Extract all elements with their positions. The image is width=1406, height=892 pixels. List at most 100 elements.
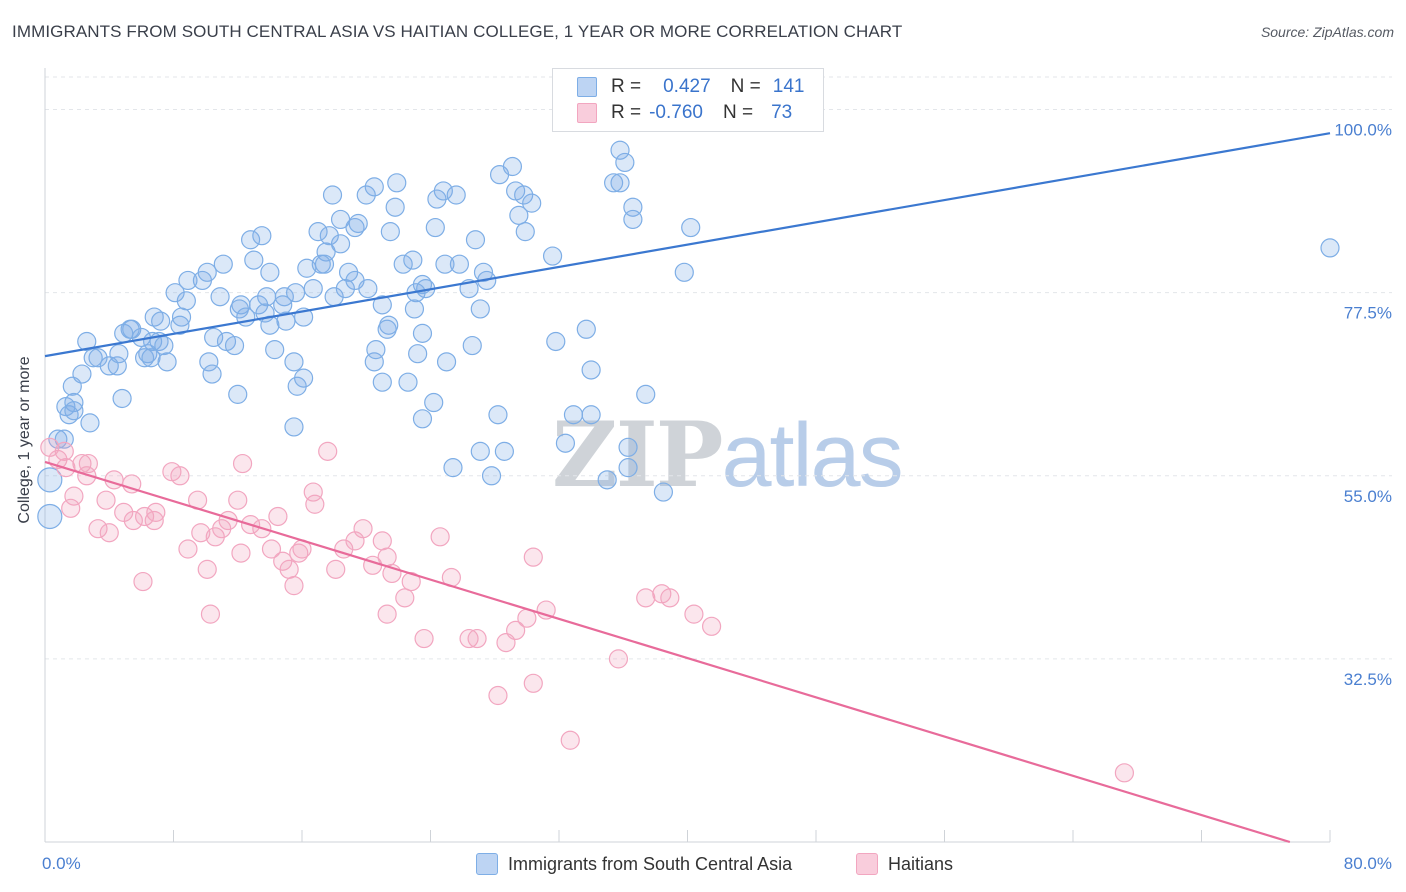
point-south-central-asia: [404, 299, 425, 319]
legend-n-label: N =: [722, 102, 754, 123]
point-south-central-asia: [387, 173, 407, 193]
point-south-central-asia: [494, 441, 514, 461]
point-south-central-asia: [224, 335, 245, 356]
trend-line-haitians: [44, 460, 1291, 844]
y-axis-label: College, 1 year or more: [16, 356, 33, 524]
point-south-central-asia: [470, 299, 490, 319]
point-haitians: [122, 474, 142, 494]
legend-r-label: R =: [611, 76, 642, 97]
point-south-central-asia: [364, 352, 384, 372]
point-haitians: [232, 453, 253, 474]
point-south-central-asia: [604, 173, 624, 193]
point-south-central-asia: [555, 433, 576, 453]
point-south-central-asia: [358, 278, 378, 299]
watermark-atlas: atlas: [721, 406, 903, 506]
tick-labels: 100.0% 77.5% 55.0% 32.5% 0.0% 80.0%: [42, 121, 1392, 873]
point-south-central-asia: [377, 319, 397, 339]
point-haitians: [170, 466, 190, 486]
point-haitians: [488, 685, 508, 706]
point-south-central-asia: [228, 384, 248, 404]
point-south-central-asia: [449, 254, 470, 274]
point-south-central-asia: [322, 185, 343, 205]
series-swatch-pink: [856, 853, 878, 875]
point-south-central-asia: [446, 185, 466, 205]
point-south-central-asia: [435, 254, 455, 274]
legend-r-value: -0.760: [649, 102, 703, 123]
point-south-central-asia: [436, 352, 457, 372]
point-south-central-asia: [109, 344, 129, 364]
point-haitians: [701, 616, 722, 636]
point-haitians: [401, 571, 421, 592]
point-south-central-asia: [618, 437, 638, 457]
point-south-central-asia: [284, 417, 304, 437]
point-south-central-asia: [424, 392, 444, 413]
point-haitians: [414, 628, 434, 649]
point-south-central-asia: [141, 348, 161, 368]
point-south-central-asia: [403, 250, 423, 270]
point-south-central-asia: [581, 405, 601, 425]
point-south-central-asia: [597, 470, 617, 490]
point-south-central-asia: [1320, 238, 1340, 258]
point-haitians: [197, 559, 217, 579]
point-south-central-asia: [502, 156, 523, 177]
point-south-central-asia: [210, 287, 230, 307]
point-south-central-asia: [412, 323, 433, 343]
point-south-central-asia: [522, 193, 542, 213]
point-south-central-asia: [542, 246, 563, 266]
series-legend-haitians: Haitians: [856, 851, 953, 877]
point-haitians: [279, 559, 299, 579]
chart-title: IMMIGRANTS FROM SOUTH CENTRAL ASIA VS HA…: [12, 22, 903, 41]
point-haitians: [123, 510, 143, 531]
point-south-central-asia: [433, 181, 453, 201]
series-legend-south-central-asia: Immigrants from South Central Asia: [476, 851, 792, 877]
point-haitians: [54, 441, 74, 461]
point-south-central-asia: [462, 335, 482, 356]
point-south-central-asia: [623, 209, 643, 230]
point-haitians: [326, 559, 346, 579]
point-south-central-asia: [465, 230, 486, 250]
legend-n-value: 141: [772, 76, 805, 97]
point-haitians: [134, 506, 155, 527]
point-south-central-asia: [335, 278, 355, 299]
point-haitians: [506, 620, 526, 641]
point-haitians: [660, 588, 680, 608]
point-haitians: [459, 628, 479, 649]
point-south-central-asia: [425, 217, 445, 238]
point-haitians: [636, 588, 656, 608]
point-south-central-asia: [213, 254, 233, 274]
point-south-central-asia: [260, 262, 280, 282]
gridlines: [45, 76, 1392, 660]
point-south-central-asia: [170, 315, 190, 335]
point-south-central-asia: [615, 152, 635, 173]
point-haitians: [99, 523, 119, 543]
trend-lines: [44, 132, 1331, 844]
legend-r-label: R =: [611, 102, 642, 123]
point-haitians: [268, 506, 288, 527]
point-south-central-asia: [284, 352, 304, 372]
point-haitians: [104, 470, 124, 490]
point-south-central-asia: [265, 340, 285, 360]
point-haitians: [372, 531, 392, 551]
point-haitians: [318, 441, 338, 461]
point-haitians: [303, 482, 323, 502]
point-south-central-asia: [285, 283, 306, 303]
point-south-central-asia: [366, 340, 386, 360]
point-south-central-asia: [77, 331, 97, 352]
point-south-central-asia: [64, 401, 84, 421]
point-south-central-asia: [515, 222, 535, 242]
point-south-central-asia: [241, 230, 261, 250]
point-south-central-asia: [681, 217, 701, 238]
point-haitians: [560, 730, 580, 750]
legend-swatch-blue: [577, 77, 597, 97]
point-haitians: [64, 486, 84, 506]
legend-row-south-central-asia: R = 0.427 N = 141: [577, 74, 804, 100]
point-haitians: [284, 576, 304, 596]
legend-row-haitians: R = -0.760 N = 73: [577, 100, 792, 126]
point-haitians: [523, 547, 543, 567]
point-haitians: [144, 510, 164, 531]
point-south-central-asia: [488, 405, 508, 425]
series-label: Haitians: [888, 853, 954, 874]
point-haitians: [523, 673, 543, 693]
point-south-central-asia: [481, 466, 502, 486]
point-south-central-asia: [37, 467, 63, 493]
